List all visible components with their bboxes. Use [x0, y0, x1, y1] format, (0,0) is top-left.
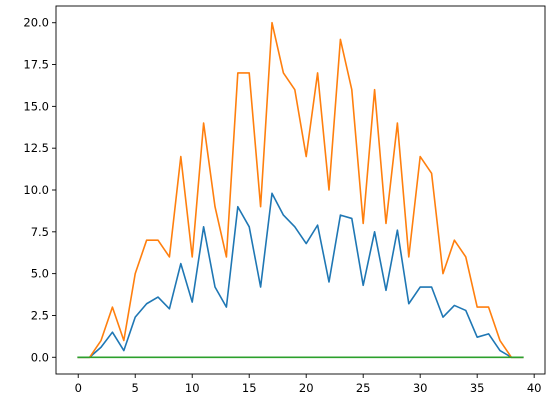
x-tick-label: 25	[356, 381, 371, 395]
y-tick-label: 2.5	[31, 308, 49, 322]
x-axis: 0 5 10 15 20 25 30 35 40	[75, 374, 542, 395]
x-tick-label: 40	[527, 381, 542, 395]
x-tick-label: 10	[185, 381, 200, 395]
y-tick-label: 10.0	[23, 183, 49, 197]
x-tick-label: 35	[470, 381, 485, 395]
x-tick-label: 15	[242, 381, 257, 395]
y-axis: 0.0 2.5 5.0 7.5 10.0 12.5 15.0 17.5 20.0	[23, 16, 56, 364]
series-line-2	[77, 21, 524, 359]
y-tick-label: 7.5	[31, 225, 49, 239]
plot-background	[56, 6, 545, 374]
plot-area	[56, 6, 545, 374]
y-tick-label: 15.0	[23, 99, 49, 113]
axes-frame	[55, 5, 546, 375]
series-line-1	[77, 192, 524, 359]
x-tick-label: 30	[413, 381, 428, 395]
y-tick-label: 5.0	[31, 267, 49, 281]
x-tick-label: 20	[299, 381, 314, 395]
series-layer	[77, 21, 524, 359]
y-tick-label: 0.0	[31, 350, 49, 364]
x-tick-label: 5	[132, 381, 139, 395]
y-tick-label: 20.0	[23, 16, 49, 30]
y-tick-label: 17.5	[23, 58, 49, 72]
x-tick-label: 0	[75, 381, 82, 395]
y-tick-label: 12.5	[23, 141, 49, 155]
